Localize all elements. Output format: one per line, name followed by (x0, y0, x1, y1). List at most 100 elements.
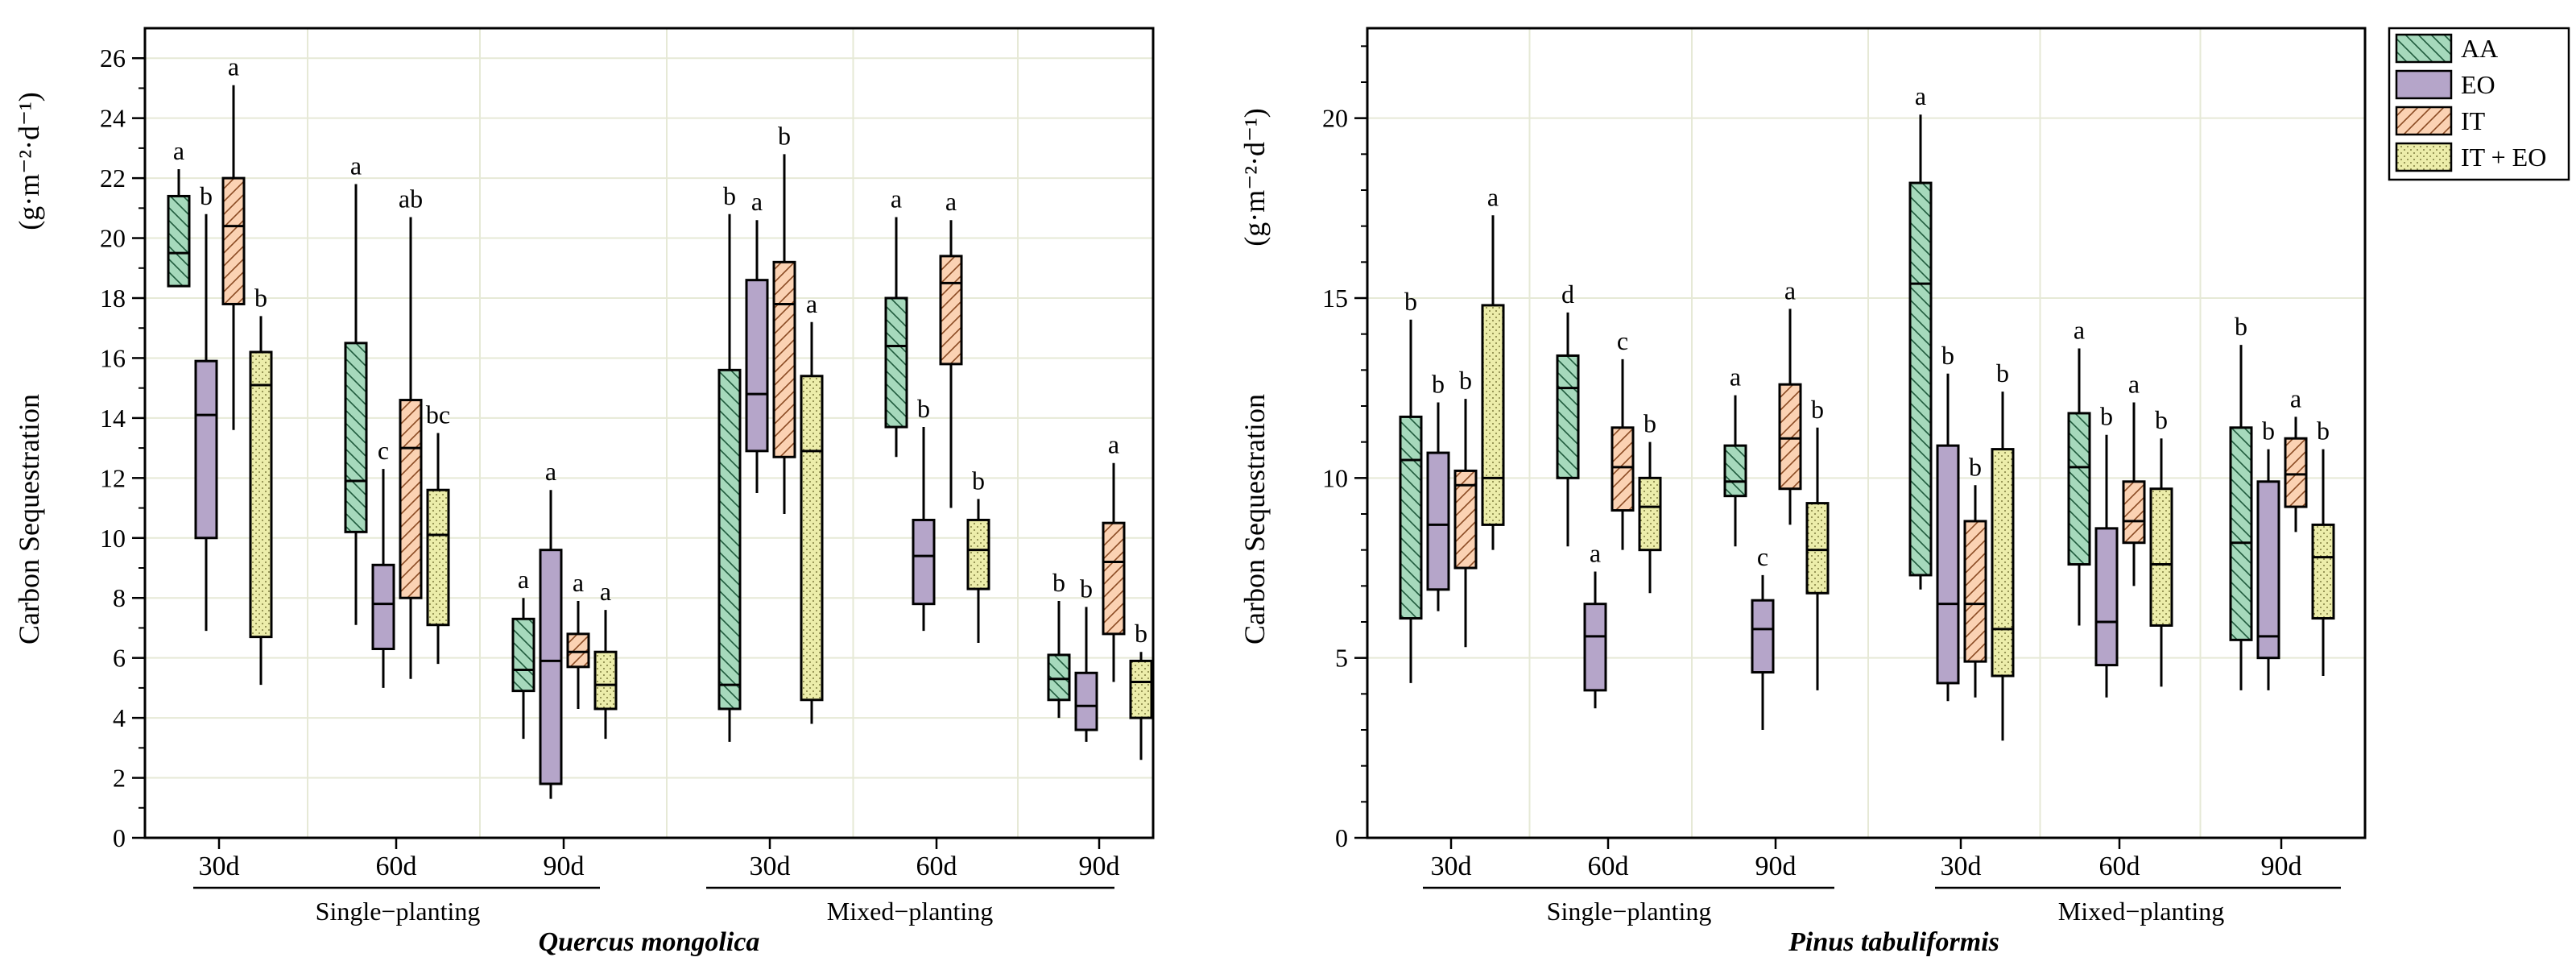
group-label: Mixed−planting (2058, 897, 2224, 926)
y-tick-label: 15 (1322, 284, 1348, 313)
significance-label: b (1135, 619, 1147, 648)
box-iteo: a (800, 289, 824, 724)
box-body (1453, 469, 1478, 570)
box-body (1991, 448, 2015, 678)
significance-label: a (2074, 316, 2085, 345)
box-body (1963, 520, 1987, 663)
box-eo: c (371, 436, 395, 688)
box-iteo: b (1991, 358, 2015, 741)
box-aa: b (717, 181, 742, 742)
x-tick-label: 30d (750, 852, 791, 881)
significance-label: b (1969, 452, 1982, 481)
y-tick-label: 20 (1322, 104, 1348, 133)
plot-frame (1366, 27, 2367, 839)
box-body (2229, 426, 2253, 641)
panel-pinus-tabuliformis: 0 5 10 15 20 Carbon Sequestration (g·m⁻²·d⁻¹) 3… (1238, 27, 2367, 957)
significance-label: d (1561, 280, 1574, 309)
box-body (1047, 653, 1071, 702)
significance-label: a (545, 457, 556, 486)
box-eo: b (1074, 574, 1098, 742)
box-body (1583, 603, 1607, 692)
significance-label: a (600, 577, 611, 606)
group-label: Mixed−planting (827, 897, 993, 926)
significance-label: a (1915, 81, 1926, 110)
legend-item-eo: EO (2395, 69, 2495, 100)
box-body (2311, 523, 2335, 620)
box-body (2256, 480, 2280, 660)
box-it: b (772, 121, 796, 514)
box-aa: b (2229, 312, 2253, 690)
significance-label: b (254, 283, 267, 312)
significance-label: b (1941, 341, 1954, 370)
box-body (194, 359, 218, 540)
box-body (1805, 502, 1830, 595)
legend-item-aa: AA (2395, 33, 2498, 64)
box-eo: b (1426, 370, 1450, 611)
significance-label: a (518, 565, 529, 594)
box-body (1556, 354, 1580, 479)
significance-label: a (945, 187, 957, 216)
box-body (1778, 383, 1802, 491)
y-tick-label: 0 (1335, 823, 1348, 852)
significance-label: b (1644, 409, 1656, 438)
box-it: b (1453, 366, 1478, 648)
significance-label: a (573, 568, 584, 597)
box-body (2067, 412, 2091, 566)
y-tick-label: 16 (100, 343, 126, 372)
x-tick-label: 90d (2261, 852, 2302, 881)
box-body (1102, 521, 1126, 636)
significance-label: b (1080, 574, 1093, 603)
box-body (1936, 444, 1960, 685)
significance-label: b (2155, 405, 2168, 434)
x-tick-label: 90d (544, 852, 585, 881)
box-body (1611, 426, 1635, 512)
significance-label: a (173, 136, 184, 165)
significance-label: a (2290, 383, 2301, 412)
significance-label: a (228, 52, 239, 81)
significance-label: a (891, 184, 902, 213)
group-label: Single−planting (1547, 897, 1712, 926)
box-it: c (1611, 326, 1635, 550)
box-body (539, 549, 563, 785)
box-iteo: b (249, 283, 273, 686)
box-body (1638, 476, 1662, 552)
box-iteo: b (2311, 416, 2335, 676)
box-body (371, 563, 395, 650)
box-body (426, 488, 450, 627)
box-aa: a (167, 136, 191, 288)
box-aa: a (1908, 81, 1933, 590)
significance-label: b (2100, 402, 2113, 431)
box-body (717, 368, 742, 711)
y-axis-unit: (g·m⁻²·d⁻¹) (13, 92, 45, 230)
significance-label: b (917, 394, 930, 423)
box-body (249, 350, 273, 639)
box-body (167, 194, 191, 288)
box-aa: a (884, 184, 908, 458)
box-aa: d (1556, 280, 1580, 547)
box-it: a (566, 568, 590, 709)
box-body (745, 279, 769, 453)
significance-label: b (2235, 312, 2247, 341)
significance-label: b (1404, 287, 1417, 316)
box-iteo: b (2149, 405, 2173, 687)
series-iteo: ab bbb b (1481, 182, 2335, 741)
box-iteo: b (1129, 619, 1153, 760)
significance-label: b (2262, 416, 2275, 445)
group-label: Single−planting (316, 897, 481, 926)
legend-label: EO (2461, 70, 2495, 99)
y-tick-label: 6 (113, 644, 126, 673)
x-tick-label: 60d (376, 852, 417, 881)
box-body (1751, 599, 1775, 674)
box-iteo: bc (426, 400, 450, 665)
significance-label: b (1996, 358, 2009, 387)
legend-item-it: IT (2395, 106, 2486, 136)
species-label: Pinus tabuliformis (1788, 927, 1999, 957)
box-it: a (2284, 383, 2308, 533)
legend-label: IT + EO (2461, 143, 2546, 172)
box-eo: a (1583, 538, 1607, 709)
box-body (939, 255, 963, 366)
significance-label: b (2317, 416, 2330, 445)
significance-label: a (2128, 370, 2140, 399)
